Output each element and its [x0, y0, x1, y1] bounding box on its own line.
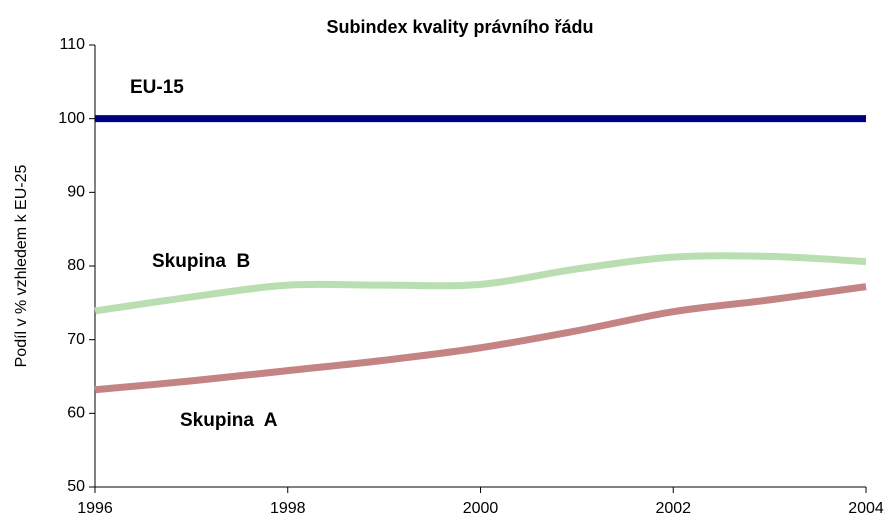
y-tick-label: 100: [58, 110, 85, 127]
x-tick-label: 2004: [848, 500, 884, 517]
series-line: [94, 252, 867, 315]
y-tick-label: 70: [67, 331, 85, 348]
y-tick-label: 50: [67, 478, 85, 495]
y-axis-label: Podíl v % vzhledem k EU-25: [13, 165, 30, 368]
series-label: EU-15: [130, 77, 184, 98]
x-tick-label: 2002: [655, 500, 691, 517]
y-tick-label: 90: [67, 184, 85, 201]
x-tick-label: 1996: [77, 500, 113, 517]
y-tick-label: 60: [67, 405, 85, 422]
series-line: [94, 283, 867, 394]
y-tick-label: 80: [67, 257, 85, 274]
x-tick-label: 2000: [463, 500, 499, 517]
chart-title: Subindex kvality právního řádu: [326, 17, 593, 37]
x-tick-label: 1998: [270, 500, 306, 517]
y-tick-label: 110: [59, 36, 85, 53]
series-label: Skupina A: [180, 410, 278, 431]
series-label: Skupina B: [152, 251, 250, 272]
